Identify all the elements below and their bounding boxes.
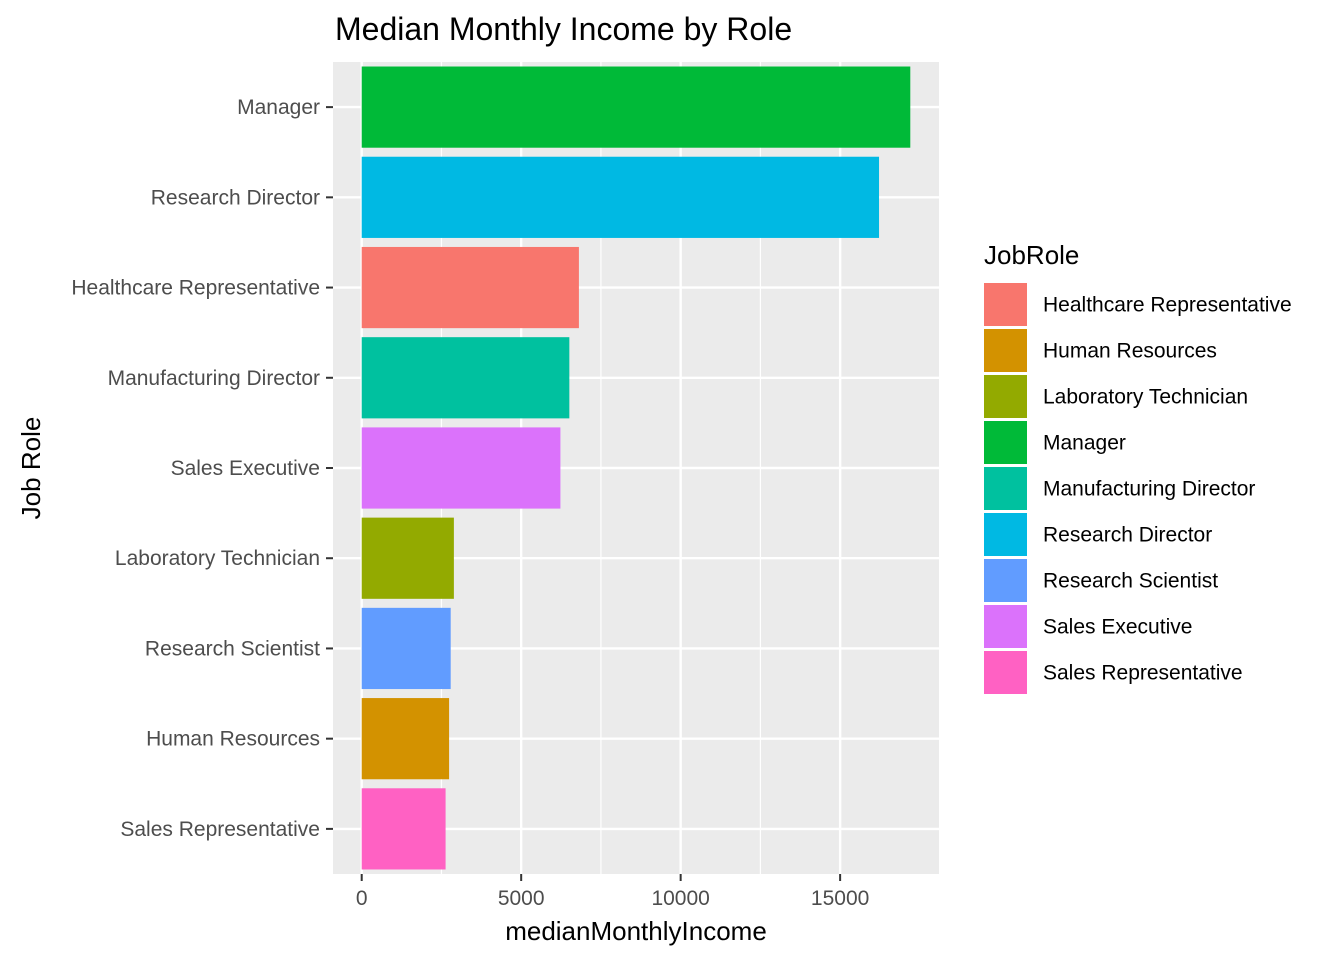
chart-title: Median Monthly Income by Role <box>335 11 792 47</box>
legend-key <box>984 375 1027 418</box>
x-axis-title: medianMonthlyIncome <box>505 916 767 946</box>
legend-label: Manufacturing Director <box>1043 478 1255 501</box>
legend-key <box>984 421 1027 464</box>
legend-label: Sales Executive <box>1043 616 1192 639</box>
y-tick-label: Sales Representative <box>120 818 320 841</box>
y-axis: Manager Research Director Healthcare Repre… <box>71 96 333 841</box>
bar <box>361 427 561 509</box>
legend-key <box>984 283 1027 326</box>
y-tick-label: Research Director <box>151 186 320 209</box>
bar <box>361 607 451 690</box>
bar <box>361 66 911 148</box>
legend-key <box>984 329 1027 372</box>
bar <box>361 788 446 870</box>
x-axis: 0 5000 10000 15000 <box>356 874 869 910</box>
legend-key <box>984 513 1027 556</box>
bar <box>361 698 450 780</box>
y-tick-label: Laboratory Technician <box>115 547 320 570</box>
legend-key <box>984 559 1027 602</box>
x-tick-label: 15000 <box>811 887 869 910</box>
x-tick-label: 0 <box>356 887 368 910</box>
legend-key <box>984 605 1027 648</box>
bars <box>361 66 911 870</box>
bar <box>361 337 570 419</box>
legend-key <box>984 467 1027 510</box>
legend-title: JobRole <box>984 240 1079 270</box>
legend-label: Human Resources <box>1043 340 1217 363</box>
legend-label: Research Director <box>1043 524 1212 547</box>
legend-key <box>984 651 1027 694</box>
y-tick-label: Human Resources <box>146 728 320 751</box>
y-tick-label: Manufacturing Director <box>108 367 320 390</box>
bar <box>361 156 880 238</box>
y-tick-label: Manager <box>237 96 320 119</box>
y-axis-title: Job Role <box>16 417 46 520</box>
y-tick-label: Sales Executive <box>171 457 320 480</box>
legend-label: Manager <box>1043 432 1126 455</box>
y-tick-label: Healthcare Representative <box>71 277 320 300</box>
legend-label: Sales Representative <box>1043 662 1243 685</box>
bar <box>361 517 454 599</box>
bar <box>361 246 579 329</box>
legend: JobRole Healthcare Representative Human R… <box>984 240 1292 694</box>
y-tick-label: Research Scientist <box>145 637 320 660</box>
legend-label: Research Scientist <box>1043 570 1218 593</box>
legend-label: Healthcare Representative <box>1043 294 1292 317</box>
x-tick-label: 5000 <box>498 887 545 910</box>
legend-label: Laboratory Technician <box>1043 386 1248 409</box>
x-tick-label: 10000 <box>651 887 709 910</box>
